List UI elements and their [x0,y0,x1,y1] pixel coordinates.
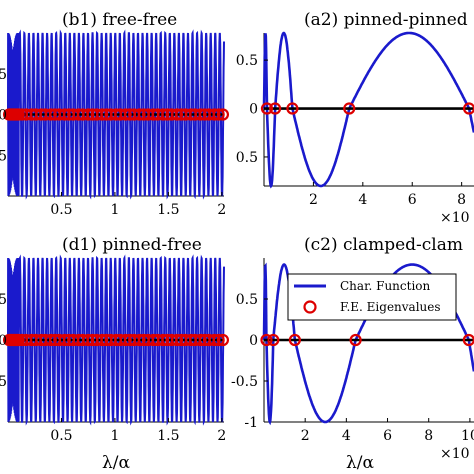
ytick-label-d1-1: 0 [0,333,7,349]
eigenvalue-marker-b1-24 [82,108,95,121]
eigenvalue-marker-d1-53 [216,333,230,347]
ytick-label-d1-0: 5 [0,292,7,308]
ytick-label-c2-1: 0 [249,333,258,349]
eigenvalue-marker-c2-2 [288,333,301,347]
xtick-label-c2-2: 6 [383,428,392,444]
ytick-label-c2-3: -1 [244,415,258,431]
title-b1: (b1) free-free [62,10,177,30]
xtick-label-c2-1: 4 [342,428,351,444]
xtick-label-a2-1: 4 [358,192,367,208]
ytick-label-b1-1: 0 [0,108,7,124]
xtick-label-c2-4: 10 [461,428,474,444]
xtick-label-b1-0: 0.5 [50,202,72,218]
x-exponent-c2: ×10 [440,446,470,462]
xtick-label-a2-0: 2 [309,192,318,208]
ytick-label-a2-1: 0 [249,102,258,118]
char-function-curve-d1 [7,254,225,426]
eigenvalue-marker-b1-16 [44,108,57,121]
ytick-label-b1-0: 5 [0,67,7,83]
legend-box [287,273,457,321]
eigenvalue-marker-c2-1 [267,333,280,347]
eigenvalue-marker-b1-19 [58,108,71,121]
xtick-label-b1-3: 2 [217,202,226,218]
xtick-label-c2-0: 2 [301,428,310,444]
ytick-label-c2-0: 0.5 [236,292,258,308]
xtick-label-d1-1: 1 [110,428,119,444]
char-function-curve-b1 [7,29,225,200]
ytick-label-a2-2: 0.5 [236,150,258,166]
eigenvalue-marker-b1-52 [212,108,225,121]
xlabel-c2: λ/α [346,453,375,473]
panel-a2: 2 4 6 8 0.5 0 0.5 ×10 [236,31,474,226]
eigenvalue-marker-b1-35 [133,108,146,121]
eigenvalue-marker-c2-0 [260,333,273,347]
eigenvalue-marker-d1-40 [156,333,170,347]
xtick-label-d1-2: 1.5 [157,428,179,444]
ytick-label-a2-0: 0.5 [236,53,258,69]
eigenvalue-marker-b1-40 [156,108,170,121]
eigenvalue-marker-d1-52 [212,333,225,347]
eigenvalue-marker-a2-0 [260,102,274,115]
eigenvalue-marker-a2-4 [462,102,474,115]
xtick-label-a2-3: 8 [457,192,466,208]
eigenvalue-marker-b1-27 [95,108,109,121]
legend-label-fe: F.E. Eigenvalues [340,300,441,314]
title-d1: (d1) pinned-free [62,235,202,255]
eigenvalue-marker-d1-51 [208,333,221,347]
panel-b1: 0.5 1 1.5 2 5 0 5 [0,29,230,218]
xtick-label-a2-2: 6 [408,192,417,208]
eigenvalue-marker-b1-32 [119,108,132,121]
eigenvalue-marker-d1-48 [194,333,207,347]
char-function-curve-a2 [262,31,474,189]
legend-label-char: Char. Function [340,279,431,293]
ytick-label-c2-2: -0.5 [231,374,258,390]
eigenvalue-marker-d1-35 [133,333,146,347]
eigenvalue-marker-b1-51 [208,108,221,121]
x-exponent-a2: ×10 [440,210,470,226]
eigenvalue-marker-d1-19 [58,333,71,347]
ytick-label-d1-2: 5 [0,374,7,390]
ytick-label-b1-2: 5 [0,148,7,164]
eigenvalue-marker-d1-16 [44,333,57,347]
eigenvalue-marker-a2-3 [343,102,356,115]
xtick-label-d1-3: 2 [217,428,226,444]
xtick-label-c2-3: 8 [424,428,433,444]
eigenvalue-marker-d1-43 [170,333,184,347]
eigenvalue-marker-b1-53 [216,108,230,121]
eigenvalue-marker-d1-24 [82,333,95,347]
legend: Char. Function F.E. Eigenvalues [287,273,457,321]
eigenvalue-marker-b1-48 [194,108,207,121]
eigenvalue-marker-d1-27 [95,333,109,347]
xtick-label-d1-0: 0.5 [50,428,72,444]
eigenvalue-marker-d1-32 [119,333,132,347]
eigenvalue-marker-c2-3 [349,333,362,347]
title-c2: (c2) clamped-clam [304,235,463,255]
legend-marker-swatch [303,300,317,314]
xlabel-d1: λ/α [102,453,131,473]
panel-d1: 0.5 1 1.5 2 5 0 5 [0,254,230,444]
eigenvalue-marker-a2-2 [286,102,299,115]
title-a2: (a2) pinned-pinned [304,10,468,30]
eigenvalue-marker-b1-43 [170,108,184,121]
eigenvalue-marker-a2-1 [269,102,282,115]
xtick-label-b1-1: 1 [110,202,119,218]
xtick-label-b1-2: 1.5 [157,202,179,218]
